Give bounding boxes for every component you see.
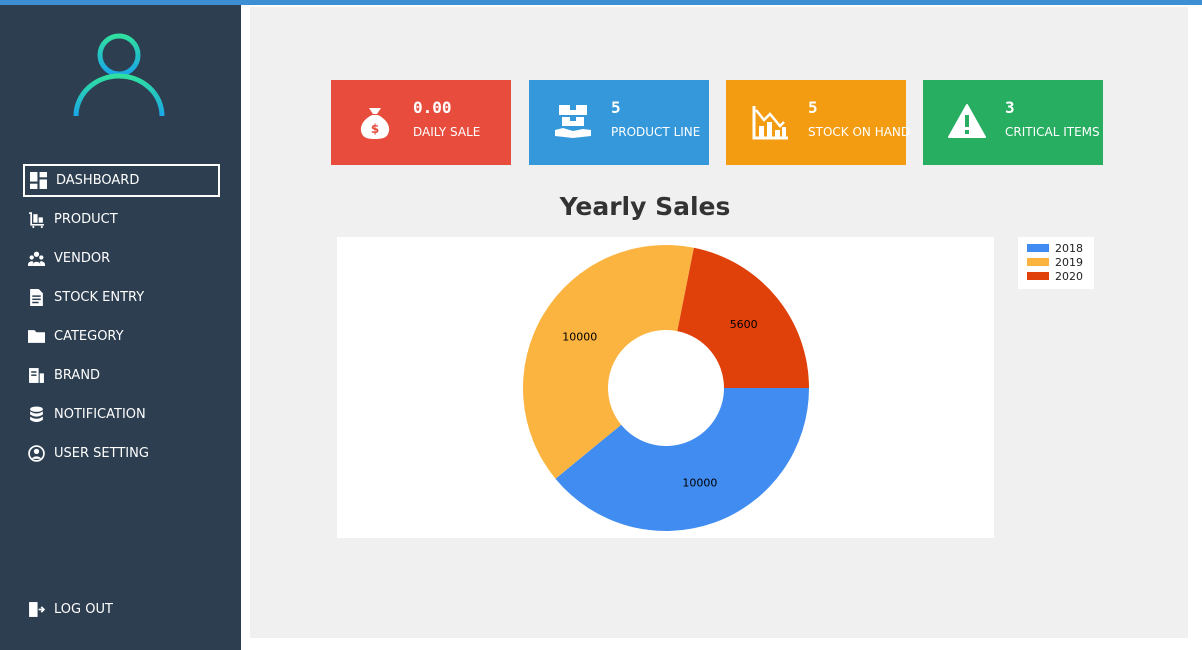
sidebar-item-product[interactable]: PRODUCT — [23, 203, 220, 236]
database-icon — [27, 406, 45, 424]
chart-legend: 2018 2019 2020 — [1018, 237, 1094, 289]
user-circle-icon — [27, 445, 45, 463]
brand-tag-icon — [27, 367, 45, 385]
chart-title: Yearly Sales — [559, 192, 731, 221]
money-bag-icon: $ — [360, 108, 390, 139]
sidebar-item-label: VENDOR — [54, 251, 111, 266]
daily-sale-card[interactable]: $ 0.00 DAILY SALE — [331, 80, 511, 165]
top-accent-bar — [0, 0, 1202, 5]
dashboard-icon — [29, 172, 47, 190]
card-value: 5 — [611, 98, 621, 117]
sidebar-item-label: DASHBOARD — [56, 173, 140, 188]
card-label: STOCK ON HAND — [808, 125, 911, 139]
donut-data-label: 5600 — [730, 318, 758, 331]
sidebar-item-label: PRODUCT — [54, 212, 118, 227]
sidebar-item-user-setting[interactable]: USER SETTING — [23, 437, 220, 470]
legend-label: 2020 — [1055, 269, 1083, 283]
donut-data-label: 10000 — [562, 330, 597, 343]
svg-text:$: $ — [371, 122, 379, 136]
stock-chart-icon — [752, 106, 788, 140]
critical-items-card[interactable]: 3 CRITICAL ITEMS — [923, 80, 1103, 165]
sidebar-item-dashboard[interactable]: DASHBOARD — [23, 164, 220, 197]
card-value: 3 — [1005, 98, 1015, 117]
sidebar-item-label: NOTIFICATION — [54, 407, 146, 422]
logout-door-icon — [27, 601, 45, 619]
card-value: 5 — [808, 98, 818, 117]
donut-slice-2020 — [677, 247, 809, 388]
donut-slice-2018 — [555, 388, 809, 531]
chart-area: 10000 10000 5600 — [337, 237, 994, 538]
sidebar-item-notification[interactable]: NOTIFICATION — [23, 398, 220, 431]
product-boxes-icon — [555, 105, 591, 138]
donut-data-label: 10000 — [682, 477, 717, 490]
sidebar-item-label: CATEGORY — [54, 329, 124, 344]
sidebar-item-vendor[interactable]: VENDOR — [23, 242, 220, 275]
stock-on-hand-card[interactable]: 5 STOCK ON HAND — [726, 80, 910, 165]
product-line-card[interactable]: 5 PRODUCT LINE — [529, 80, 709, 165]
yearly-sales-donut-chart: 10000 10000 5600 — [523, 245, 809, 531]
card-value: 0.00 — [413, 98, 452, 117]
folder-icon — [27, 328, 45, 346]
user-avatar-icon — [73, 33, 165, 117]
sidebar-item-stock-entry[interactable]: STOCK ENTRY — [23, 281, 220, 314]
card-label: DAILY SALE — [413, 125, 481, 139]
legend-swatch — [1027, 272, 1049, 280]
card-label: PRODUCT LINE — [611, 125, 701, 139]
legend-item: 2018 — [1018, 241, 1094, 255]
legend-swatch — [1027, 258, 1049, 266]
sidebar-item-label: STOCK ENTRY — [54, 290, 145, 305]
sidebar-item-brand[interactable]: BRAND — [23, 359, 220, 392]
legend-swatch — [1027, 244, 1049, 252]
sidebar-item-category[interactable]: CATEGORY — [23, 320, 220, 353]
logout-label: LOG OUT — [54, 602, 113, 617]
legend-item: 2019 — [1018, 255, 1094, 269]
group-users-icon — [27, 250, 45, 268]
card-label: CRITICAL ITEMS — [1005, 125, 1100, 139]
sidebar-item-label: USER SETTING — [54, 446, 149, 461]
sidebar: DASHBOARD PRODUCT VENDOR STOCK ENTRY CAT… — [0, 5, 241, 650]
warning-icon — [948, 104, 986, 138]
legend-label: 2019 — [1055, 255, 1083, 269]
product-cart-icon — [27, 211, 45, 229]
sidebar-item-label: BRAND — [54, 368, 101, 383]
logout-button[interactable]: LOG OUT — [23, 593, 220, 626]
document-icon — [27, 289, 45, 307]
donut-slice-2019 — [523, 245, 694, 479]
legend-label: 2018 — [1055, 241, 1083, 255]
legend-item: 2020 — [1018, 269, 1094, 283]
